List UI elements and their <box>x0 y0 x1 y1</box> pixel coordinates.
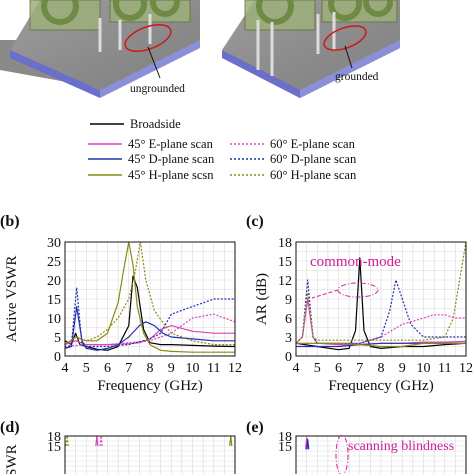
plot-frame <box>64 241 236 357</box>
y-tick-label: 3 <box>285 331 292 346</box>
common-mode-pointer <box>311 289 339 299</box>
y-axis-label: VSWR <box>4 444 20 474</box>
legend: Broadside 45° E-plane scan 60° E-plane sca… <box>88 117 357 182</box>
series-line-b-2 <box>65 313 235 348</box>
scanning-blindness-ellipse <box>335 434 349 474</box>
y-tick-label: 18 <box>47 430 61 445</box>
x-tick-label: 10 <box>186 361 200 376</box>
panel-tag: (b) <box>0 213 20 230</box>
x-tick-label: 4 <box>62 361 69 376</box>
x-tick-label: 8 <box>147 361 154 376</box>
x-axis-label: Frequency (GHz) <box>328 378 433 394</box>
legend-label: 45° D-plane scan <box>128 152 215 166</box>
grid <box>64 435 236 474</box>
series-line-b-6 <box>65 242 235 346</box>
series-line-d-0 <box>95 436 99 447</box>
x-tick-label: 7 <box>356 361 363 376</box>
y-tick-label: 0 <box>54 350 61 365</box>
x-axis-label: Frequency (GHz) <box>97 378 202 394</box>
legend-label: 45° H-plane scsn <box>128 168 214 182</box>
y-tick-label: 15 <box>47 293 61 308</box>
y-tick-label: 5 <box>54 331 61 346</box>
y-tick-label: 12 <box>278 274 292 289</box>
antenna-illustration-left: ungrounded <box>0 0 200 98</box>
common-mode-annotation: common-mode <box>310 254 401 270</box>
x-tick-label: 12 <box>228 361 242 376</box>
x-tick-label: 5 <box>83 361 90 376</box>
series-line-d-2 <box>65 436 69 447</box>
x-tick-label: 5 <box>314 361 321 376</box>
y-tick-label: 20 <box>47 274 61 289</box>
y-tick-label: 30 <box>47 236 61 251</box>
series-line-d-3 <box>229 436 233 447</box>
series-line-c-6 <box>296 242 466 344</box>
x-tick-label: 9 <box>399 361 406 376</box>
series-group <box>305 437 310 450</box>
x-tick-label: 10 <box>417 361 431 376</box>
grounded-caption: grounded <box>335 71 379 83</box>
legend-label: 60° D-plane scan <box>270 152 357 166</box>
legend-label: 60° H-plane scan <box>270 168 357 182</box>
series-line-c-2 <box>296 314 466 344</box>
x-tick-label: 11 <box>207 361 220 376</box>
antenna-illustration-right: grounded <box>222 0 400 98</box>
y-axis-label: Active VSWR <box>4 256 20 343</box>
ungrounded-highlight-ellipse <box>124 24 172 52</box>
x-tick-label: 12 <box>459 361 473 376</box>
legend-label: Broadside <box>130 117 181 131</box>
x-tick-label: 11 <box>438 361 451 376</box>
y-tick-label: 6 <box>285 312 292 327</box>
y-axis-label: AR (dB) <box>254 273 270 325</box>
legend-label: 60° E-plane scan <box>270 137 356 151</box>
legend-label: 45° E-plane scan <box>128 137 214 151</box>
series-line-c-0 <box>296 257 466 351</box>
series-line-c-5 <box>296 342 466 348</box>
x-tick-label: 8 <box>378 361 385 376</box>
panel-tag: (e) <box>246 419 264 436</box>
plot-frame <box>295 241 467 357</box>
y-tick-label: 25 <box>47 255 61 270</box>
series-group <box>65 436 233 447</box>
x-tick-label: 7 <box>125 361 132 376</box>
ungrounded-caption: ungrounded <box>130 83 185 95</box>
x-tick-label: 9 <box>168 361 175 376</box>
y-tick-label: 15 <box>278 255 292 270</box>
y-tick-label: 0 <box>285 350 292 365</box>
series-line-b-3 <box>65 306 235 351</box>
x-tick-label: 4 <box>293 361 300 376</box>
series-line-c-4 <box>296 279 466 344</box>
y-tick-label: 9 <box>285 293 292 308</box>
plot-frame <box>295 435 467 474</box>
series-line-c-1 <box>296 298 466 346</box>
scanning-blindness-annotation: scanning blindness <box>348 439 454 454</box>
series-line-d-1 <box>99 436 103 447</box>
x-tick-label: 6 <box>335 361 342 376</box>
series-group <box>65 242 235 353</box>
series-line-e-1 <box>306 438 310 450</box>
y-tick-label: 18 <box>278 430 292 445</box>
x-tick-label: 6 <box>104 361 111 376</box>
panel-tag: (c) <box>246 213 264 230</box>
plot-frame <box>64 435 236 474</box>
series-group <box>296 242 466 351</box>
y-tick-label: 10 <box>47 312 61 327</box>
series-line-b-5 <box>65 242 235 353</box>
y-tick-label: 15 <box>278 440 292 455</box>
panel-tag: (d) <box>0 419 20 436</box>
grounded-highlight-ellipse <box>323 25 367 51</box>
y-tick-label: 18 <box>278 236 292 251</box>
y-tick-label: 15 <box>47 440 61 455</box>
series-line-b-4 <box>65 287 235 349</box>
